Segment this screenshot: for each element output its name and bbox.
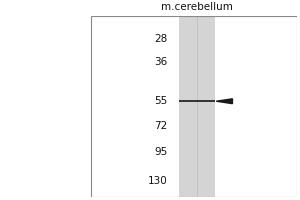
Bar bbox=[179, 16, 215, 197]
Text: 55: 55 bbox=[154, 96, 168, 106]
Text: 36: 36 bbox=[154, 57, 168, 67]
Text: 28: 28 bbox=[154, 34, 168, 44]
Text: 130: 130 bbox=[148, 176, 168, 186]
Bar bbox=[91, 16, 297, 197]
Text: m.cerebellum: m.cerebellum bbox=[161, 2, 233, 12]
Text: 95: 95 bbox=[154, 147, 168, 157]
Bar bbox=[179, 100, 215, 102]
Polygon shape bbox=[216, 99, 232, 104]
Text: 72: 72 bbox=[154, 121, 168, 131]
